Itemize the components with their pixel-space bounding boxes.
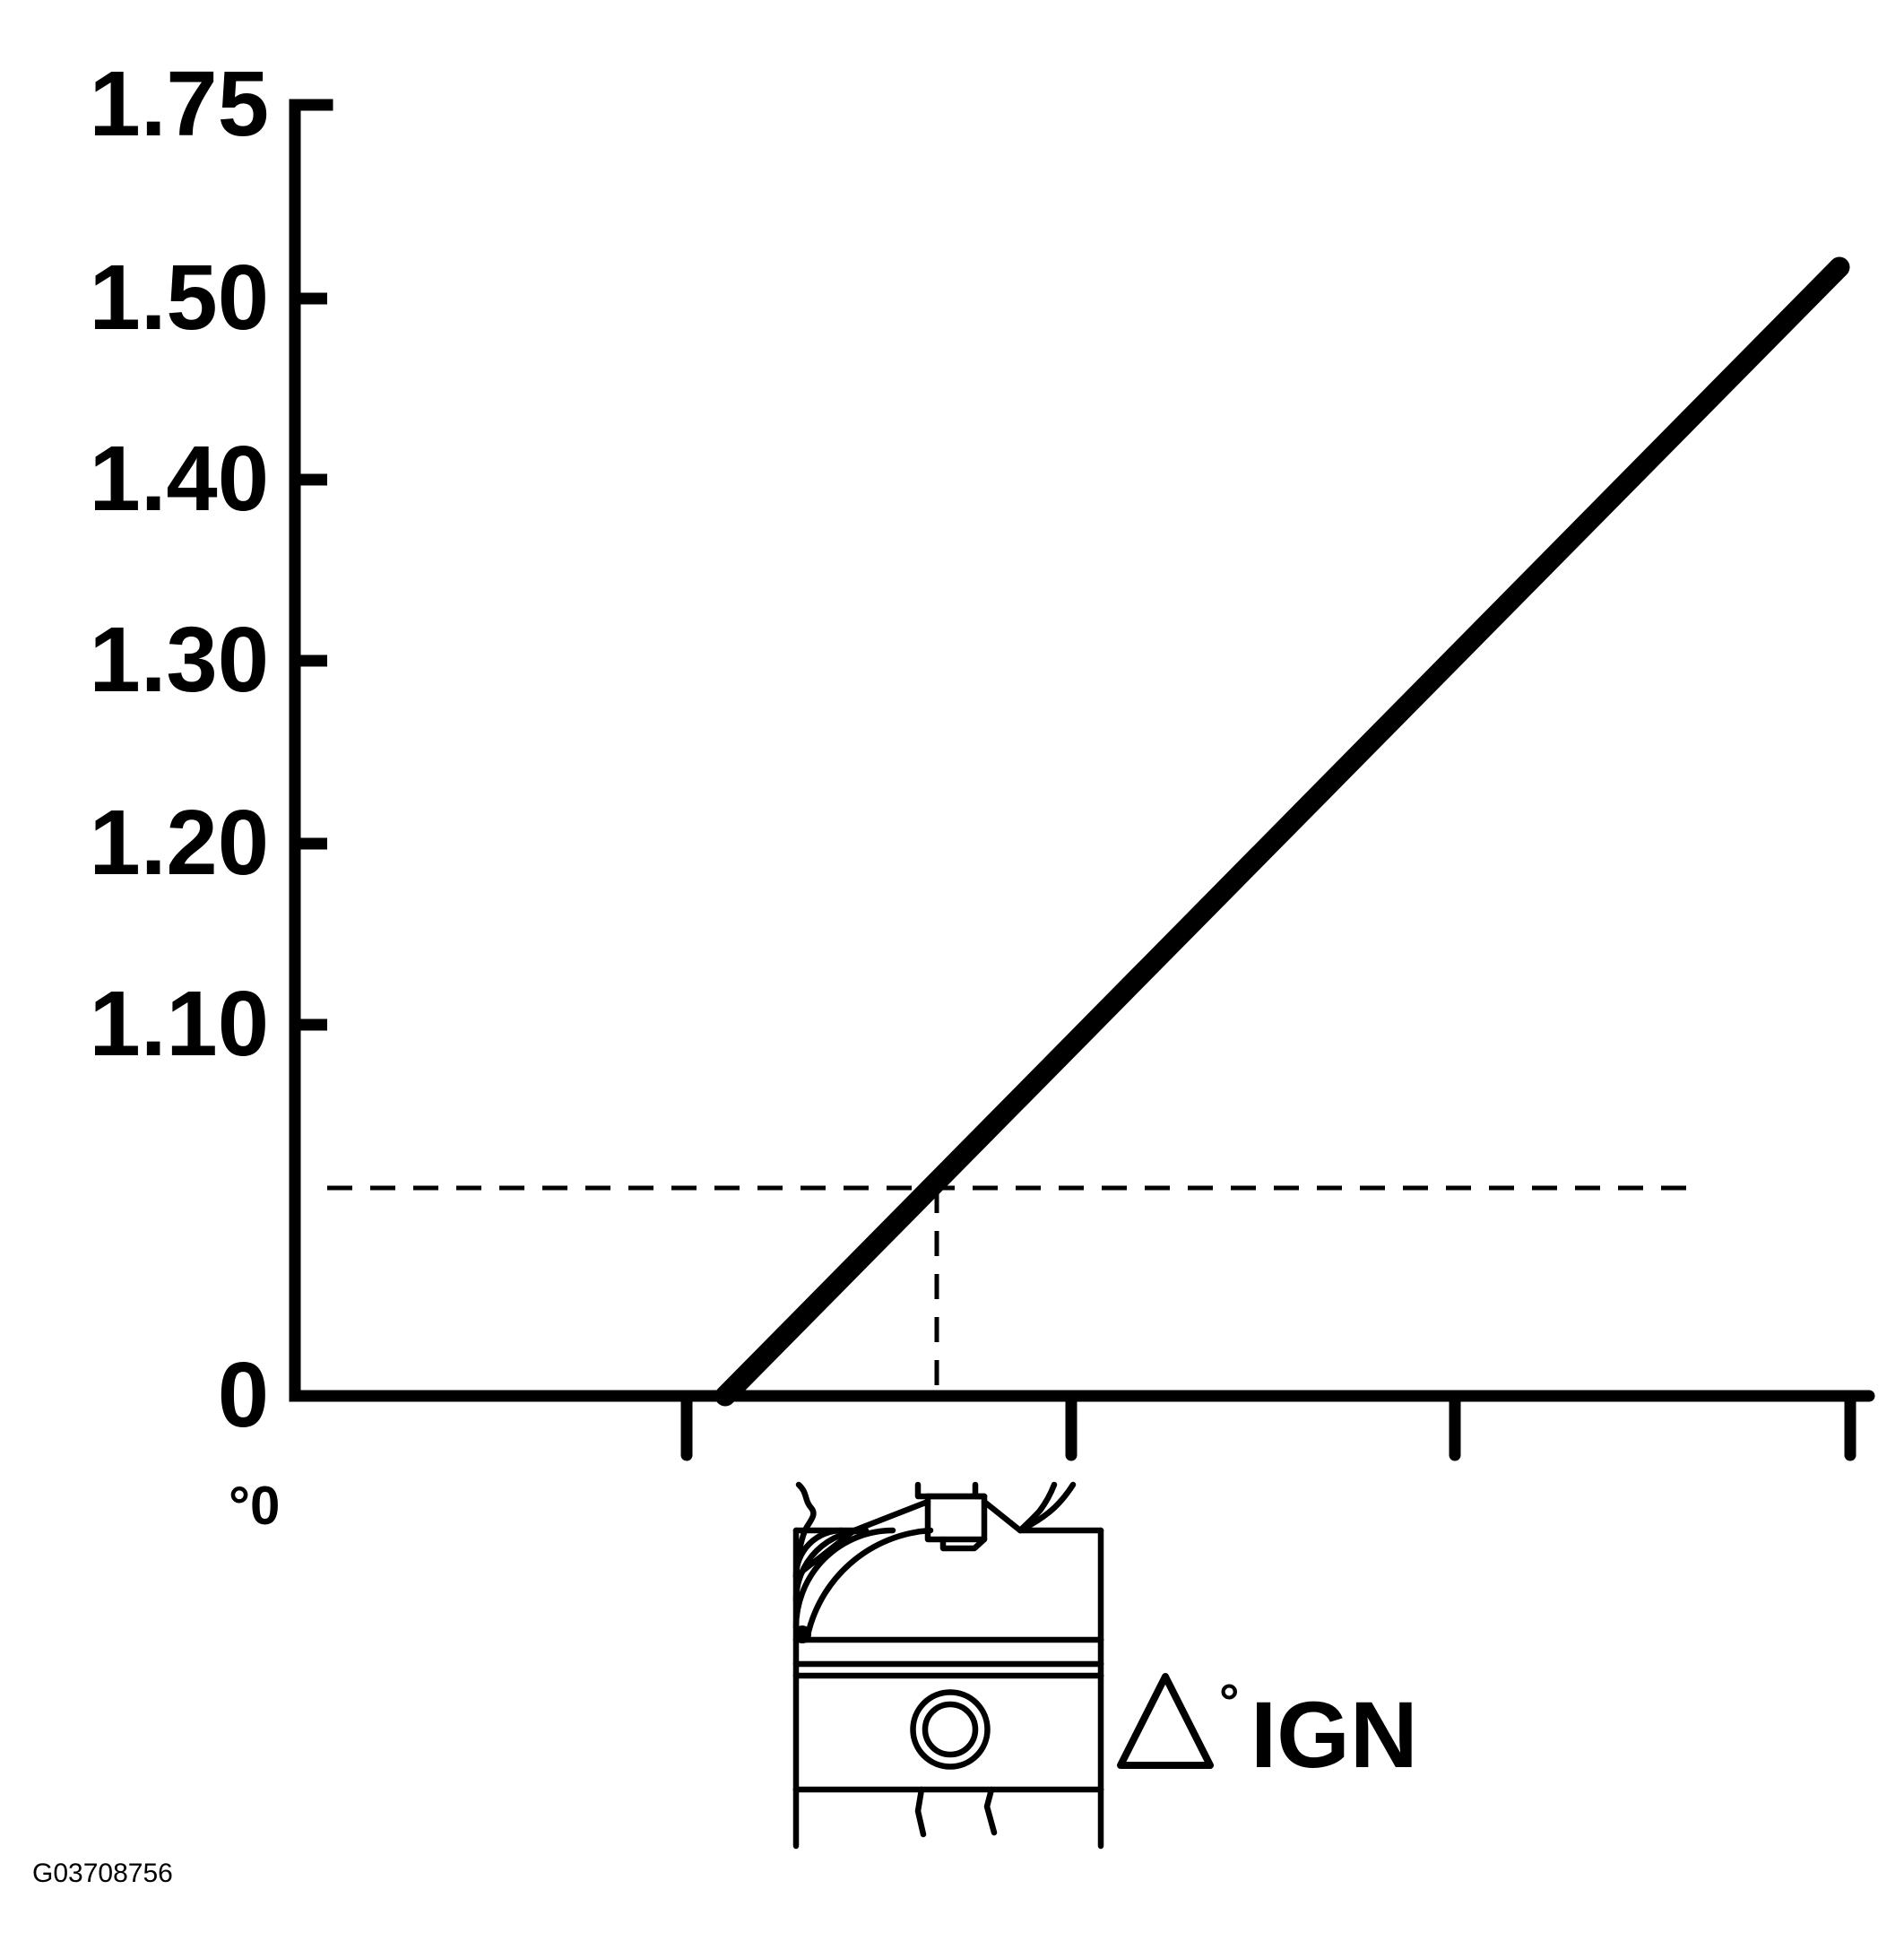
svg-text:1.20: 1.20 (90, 791, 269, 894)
svg-text:G03708756: G03708756 (32, 1859, 173, 1888)
svg-text:1.10: 1.10 (90, 972, 269, 1075)
svg-text:°: ° (1219, 1673, 1239, 1729)
svg-text:1.50: 1.50 (90, 246, 269, 349)
svg-text:IGN: IGN (1251, 1683, 1418, 1788)
svg-text:1.75: 1.75 (90, 52, 269, 155)
svg-text:1.30: 1.30 (90, 608, 269, 711)
svg-text:°0: °0 (229, 1476, 280, 1536)
svg-text:1.40: 1.40 (90, 427, 269, 530)
svg-text:0: 0 (218, 1343, 269, 1446)
